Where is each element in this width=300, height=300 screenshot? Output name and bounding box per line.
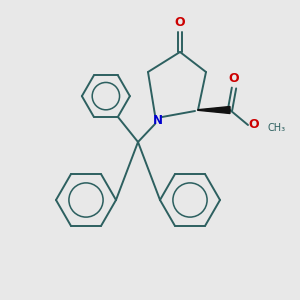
- Text: N: N: [153, 113, 163, 127]
- Text: O: O: [229, 73, 239, 85]
- Text: O: O: [249, 118, 259, 130]
- Text: O: O: [175, 16, 185, 29]
- Text: CH₃: CH₃: [268, 123, 286, 133]
- Polygon shape: [198, 106, 230, 113]
